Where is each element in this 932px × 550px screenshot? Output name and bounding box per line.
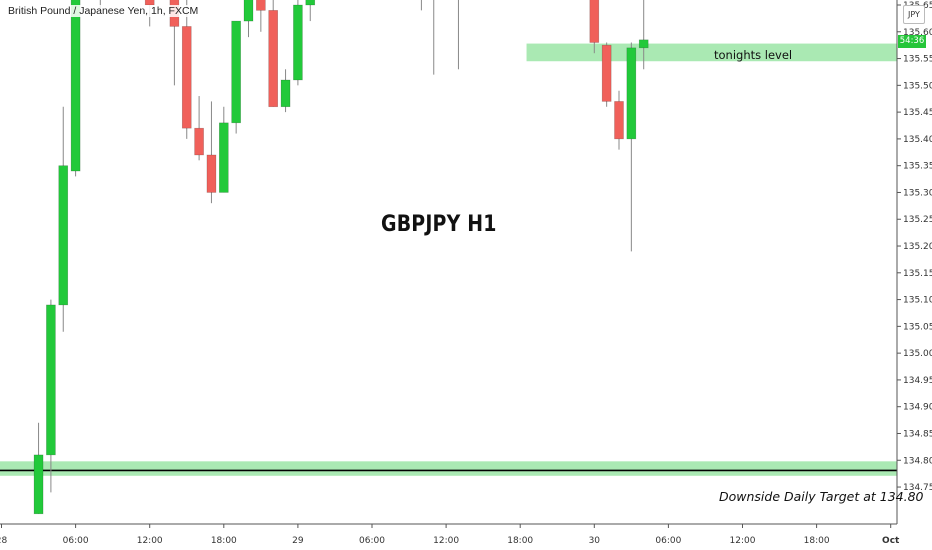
candle [46, 299, 56, 493]
x-tick-label: Oct [882, 536, 900, 546]
candle-body-down [601, 44, 612, 102]
y-tick-label: 135.200 [903, 242, 932, 252]
y-tick-label: 135.500 [903, 81, 932, 91]
candle [206, 101, 217, 204]
y-tick-label: 134.750 [903, 483, 932, 493]
candle [638, 0, 649, 70]
zones-layer [0, 43, 897, 476]
x-tick-label: 28 [0, 536, 7, 546]
candle [99, 0, 101, 11]
x-tick-label: 12:00 [433, 536, 459, 546]
downside-target-label: Downside Daily Target at 134.80 [719, 489, 924, 504]
x-tick-label: 29 [292, 536, 304, 546]
x-tick-label: 06:00 [655, 536, 681, 546]
x-tick-label: 12:00 [730, 536, 756, 546]
candle-body-down [268, 10, 279, 108]
candle-body-down [194, 127, 204, 156]
y-tick-label: 134.800 [903, 456, 932, 466]
candle-body-up [219, 122, 229, 193]
y-tick-label: 134.900 [903, 403, 932, 413]
current-price-tag: 54:36 [898, 35, 926, 48]
candle [614, 90, 624, 150]
y-tick-label: 134.950 [903, 376, 932, 386]
y-tick-label: 135.100 [903, 296, 932, 306]
candle-body-down [206, 154, 217, 193]
y-tick-label: 134.850 [903, 429, 932, 439]
x-axis-ticks[interactable]: 28 06:00 12:00 18:00 29 06:00 12:00 18:00 30 06:0… [0, 524, 900, 546]
y-tick-label: 135.600 [903, 28, 932, 38]
candle-body-up [638, 39, 649, 49]
candle-body-down [589, 0, 600, 43]
candle [626, 42, 637, 252]
candle [194, 96, 204, 161]
candle [305, 0, 316, 22]
candle-body-up [305, 0, 316, 6]
candle-body-down [614, 101, 624, 140]
candles-layer [33, 0, 649, 515]
candle-body-up [243, 0, 254, 22]
candle-body-up [280, 79, 291, 108]
zone-tonights-level [526, 43, 897, 62]
candle [268, 0, 279, 108]
y-tick-label: 135.300 [903, 188, 932, 198]
candle-body-down [256, 0, 266, 11]
candle [601, 42, 612, 107]
y-tick-label: 135.450 [903, 108, 932, 118]
x-tick-label: 18:00 [507, 536, 533, 546]
y-tick-label: 135.400 [903, 135, 932, 145]
axes-layer [0, 0, 898, 525]
candle-body-up [33, 454, 44, 515]
candle [219, 106, 229, 193]
tonights-level-label: tonights level [714, 48, 793, 62]
candle [280, 69, 291, 113]
candle [33, 422, 44, 515]
symbol-title: British Pound / Japanese Yen, 1h, FXCM [6, 5, 201, 17]
candle-body-up [58, 165, 69, 306]
candle-body-up [293, 4, 303, 81]
candle [231, 20, 241, 134]
candle-body-up [46, 304, 56, 456]
candle [589, 0, 600, 54]
x-tick-label: 18:00 [211, 536, 237, 546]
x-tick-label: 06:00 [63, 536, 89, 546]
candle [256, 0, 266, 32]
y-axis-ticks[interactable]: 135.650135.600135.550135.500135.450135.4… [897, 1, 932, 493]
chart-title: GBPJPY H1 [381, 212, 497, 237]
candle [293, 0, 303, 86]
candle [70, 0, 81, 177]
x-tick-label: 12:00 [137, 536, 163, 546]
candle-body-up [70, 0, 81, 172]
candle [58, 106, 69, 332]
y-tick-label: 135.150 [903, 269, 932, 279]
y-tick-label: 135.350 [903, 162, 932, 172]
x-tick-label: 30 [589, 536, 601, 546]
y-tick-label: 135.000 [903, 349, 932, 359]
y-tick-label: 135.050 [903, 322, 932, 332]
x-tick-label: 18:00 [804, 536, 830, 546]
candle-body-down [181, 26, 192, 129]
y-tick-label: 135.550 [903, 55, 932, 65]
candle [181, 0, 192, 139]
zone-downside-target [0, 461, 897, 476]
candle [243, 0, 254, 38]
y-tick-label: 135.250 [903, 215, 932, 225]
candle-body-up [626, 47, 637, 140]
x-tick-label: 06:00 [359, 536, 385, 546]
currency-badge[interactable]: JPY [903, 5, 925, 24]
candle-body-up [231, 20, 241, 124]
